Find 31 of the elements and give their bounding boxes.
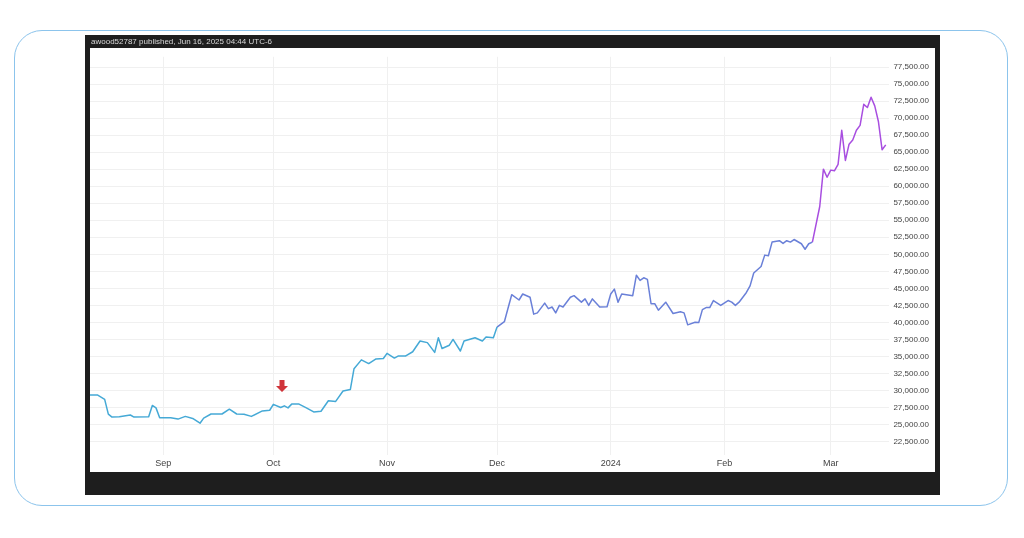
- y-tick-label: 47,500.00: [893, 266, 930, 276]
- y-tick-label: 55,000.00: [893, 215, 930, 225]
- x-tick-label: Oct: [266, 458, 281, 469]
- y-tick-label: 35,000.00: [893, 351, 930, 361]
- y-tick-label: 52,500.00: [893, 232, 930, 242]
- y-tick-label: 65,000.00: [893, 147, 930, 157]
- y-tick-label: 50,000.00: [893, 249, 930, 259]
- x-tick-label: Nov: [379, 458, 396, 469]
- y-tick-label: 62,500.00: [893, 164, 930, 174]
- y-tick-label: 30,000.00: [893, 385, 930, 395]
- y-tick-label: 57,500.00: [893, 198, 930, 208]
- y-tick-label: 67,500.00: [893, 130, 930, 140]
- x-tick-label: Feb: [716, 458, 733, 469]
- chart-title: awood52787 published, Jun 16, 2025 04:44 UTC-6: [91, 37, 273, 47]
- y-tick-label: 37,500.00: [893, 334, 930, 344]
- x-tick-label: Sep: [155, 458, 172, 469]
- y-tick-label: 42,500.00: [893, 300, 930, 310]
- y-tick-label: 45,000.00: [893, 283, 930, 293]
- y-tick-label: 60,000.00: [893, 181, 930, 191]
- y-tick-label: 40,000.00: [893, 317, 930, 327]
- y-tick-label: 27,500.00: [893, 402, 930, 412]
- y-tick-label: 75,000.00: [893, 79, 930, 89]
- y-tick-label: 72,500.00: [893, 96, 930, 106]
- x-tick-label: 2024: [600, 458, 621, 469]
- y-tick-label: 25,000.00: [893, 419, 930, 429]
- y-tick-label: 70,000.00: [893, 113, 930, 123]
- x-tick-label: Dec: [489, 458, 506, 469]
- y-tick-label: 22,500.00: [893, 436, 930, 446]
- y-tick-label: 32,500.00: [893, 368, 930, 378]
- y-tick-label: 77,500.00: [893, 62, 930, 72]
- x-tick-label: Mar: [822, 458, 839, 469]
